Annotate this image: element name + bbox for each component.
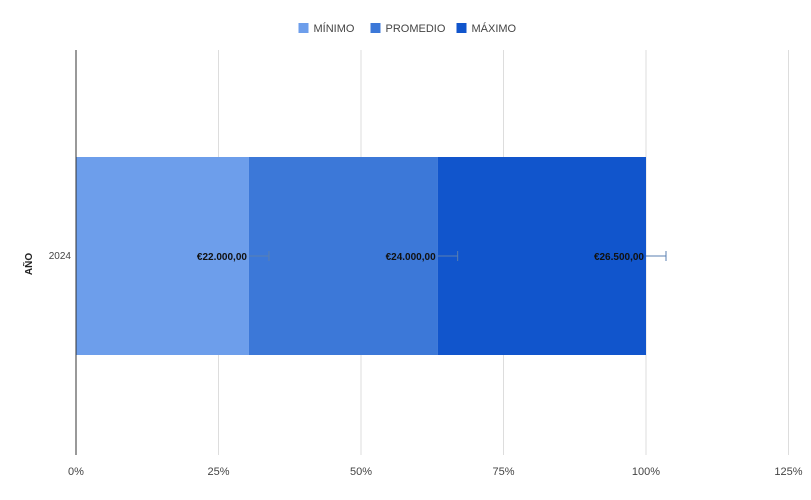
data-label: €26.500,00 [594, 252, 644, 263]
legend-label: MÁXIMO [472, 22, 517, 35]
legend-label: PROMEDIO [386, 23, 446, 35]
bar-segment-3 [437, 157, 646, 355]
data-label: €24.000,00 [386, 252, 436, 263]
y-axis-title: AÑO [22, 253, 35, 275]
x-tick-label: 75% [492, 466, 514, 478]
bar-segment-2 [248, 157, 438, 355]
data-labels: €22.000,00 €24.000,00 €26.500,00 [197, 252, 645, 263]
bar-segment-1 [76, 157, 249, 355]
bars [76, 157, 646, 355]
category-label: 2024 [49, 251, 72, 262]
legend: MÍNIMO PROMEDIO MÁXIMO [298, 22, 517, 35]
x-tick-label: 100% [632, 466, 660, 478]
legend-swatch [456, 23, 467, 33]
data-label: €22.000,00 [197, 252, 247, 263]
x-tick-labels: 0% 25% 50% 75% 100% 125% [68, 466, 803, 478]
x-tick-label: 50% [350, 466, 372, 478]
x-tick-label: 25% [207, 466, 229, 478]
x-tick-label: 0% [68, 466, 84, 478]
legend-swatch [370, 23, 381, 33]
x-tick-label: 125% [774, 466, 802, 478]
legend-swatch [298, 23, 309, 33]
error-bars [248, 251, 667, 261]
legend-label: MÍNIMO [314, 22, 355, 35]
